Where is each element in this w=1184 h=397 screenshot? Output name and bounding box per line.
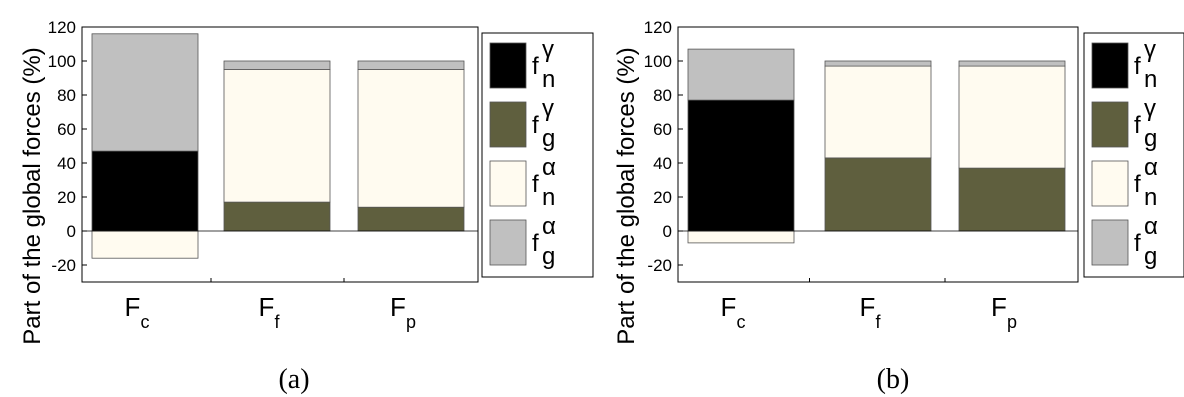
legend-swatch-n-alpha (1091, 160, 1129, 207)
legend-subscript: g (1144, 125, 1157, 152)
bar-fn_gamma-c (91, 150, 199, 232)
legend-symbol: f (1134, 53, 1141, 80)
x-tick-label-main: F (721, 292, 737, 322)
bar-fg_alpha-f (824, 60, 932, 67)
legend-symbol: f (1134, 171, 1141, 198)
legend-superscript: α (1144, 213, 1158, 240)
x-tick-label: Fp (390, 292, 416, 332)
plot-frame (81, 26, 479, 283)
x-tick-label-sub: f (875, 312, 881, 332)
legend-superscript: α (1144, 154, 1158, 181)
y-axis-label: Part of the global forces (%) (613, 47, 640, 344)
legend-subscript: n (542, 66, 555, 93)
legend-symbol: f (532, 53, 539, 80)
bar-fg_gamma-f (824, 157, 932, 232)
legend-superscript: α (542, 154, 556, 181)
legend-superscript: γ (542, 36, 554, 63)
y-axis-label: Part of the global forces (%) (19, 47, 46, 344)
legend-swatch-g-gamma (489, 101, 527, 148)
legend-swatch-g-alpha (1091, 219, 1129, 266)
legend-subscript: n (1144, 184, 1157, 211)
y-tick-label: 0 (67, 222, 76, 241)
bar-fn_alpha-c (91, 230, 199, 259)
legend-superscript: α (542, 213, 556, 240)
y-tick-label: 100 (644, 52, 672, 71)
x-tick-label-sub: f (274, 312, 280, 332)
plot-frame (677, 26, 1079, 283)
bar-fg_gamma-p (357, 206, 465, 232)
legend-swatch-n-gamma (489, 42, 527, 89)
legend-superscript: γ (1144, 95, 1156, 122)
bar-fn_alpha-p (357, 69, 465, 208)
y-tick-label: -20 (647, 256, 672, 275)
x-tick-label-sub: c (140, 312, 149, 332)
x-tick-label-sub: p (1007, 312, 1017, 332)
bar-fg_gamma-f (223, 201, 331, 232)
x-tick-label: Ff (860, 292, 882, 332)
x-tick-label: Fc (125, 292, 150, 332)
legend-subscript: g (1144, 243, 1157, 270)
bar-fn_gamma-c (687, 99, 795, 232)
legend-symbol: f (1134, 230, 1141, 257)
bar-fg_alpha-c (91, 33, 199, 152)
bar-fn_alpha-c (687, 230, 795, 244)
legend-subscript: n (1144, 66, 1157, 93)
legend-subscript: n (542, 184, 555, 211)
legend-symbol: f (1134, 112, 1141, 139)
legend-symbol: f (532, 112, 539, 139)
x-tick-label-main: F (125, 292, 141, 322)
x-tick-label-main: F (860, 292, 876, 322)
x-tick-label-main: F (991, 292, 1007, 322)
y-tick-label: 80 (57, 86, 76, 105)
y-tick-label: 40 (653, 154, 672, 173)
x-tick-label-main: F (390, 292, 406, 322)
bar-fg_alpha-p (357, 60, 465, 70)
panel-caption: (b) (877, 364, 910, 395)
bar-fg_alpha-f (223, 60, 331, 70)
legend-superscript: γ (542, 95, 554, 122)
legend-subscript: g (542, 125, 555, 152)
legend-symbol: f (532, 171, 539, 198)
y-tick-label: 60 (653, 120, 672, 139)
legend-swatch-n-gamma (1091, 42, 1129, 89)
bar-fn_alpha-p (958, 65, 1066, 169)
bar-fn_alpha-f (824, 65, 932, 159)
y-tick-label: 20 (57, 188, 76, 207)
legend-swatch-g-alpha (489, 219, 527, 266)
y-tick-label: 0 (663, 222, 672, 241)
bar-fg_alpha-p (958, 60, 1066, 67)
y-tick-label: 40 (57, 154, 76, 173)
y-tick-label: -20 (51, 256, 76, 275)
y-tick-label: 80 (653, 86, 672, 105)
x-tick-label: Ff (259, 292, 281, 332)
x-tick-label: Fc (721, 292, 746, 332)
y-tick-label: 100 (48, 52, 76, 71)
x-tick-label-sub: c (736, 312, 745, 332)
legend-swatch-n-alpha (489, 160, 527, 207)
legend-swatch-g-gamma (1091, 101, 1129, 148)
bar-fn_alpha-f (223, 69, 331, 203)
bar-fg_alpha-c (687, 48, 795, 101)
panel-caption: (a) (278, 364, 309, 395)
bar-fg_gamma-p (958, 167, 1066, 232)
y-tick-label: 120 (48, 18, 76, 37)
legend-superscript: γ (1144, 36, 1156, 63)
legend-subscript: g (542, 243, 555, 270)
y-tick-label: 20 (653, 188, 672, 207)
y-tick-label: 120 (644, 18, 672, 37)
x-tick-label-sub: p (406, 312, 416, 332)
x-tick-label: Fp (991, 292, 1017, 332)
legend-symbol: f (532, 230, 539, 257)
y-tick-label: 60 (57, 120, 76, 139)
x-tick-label-main: F (259, 292, 275, 322)
